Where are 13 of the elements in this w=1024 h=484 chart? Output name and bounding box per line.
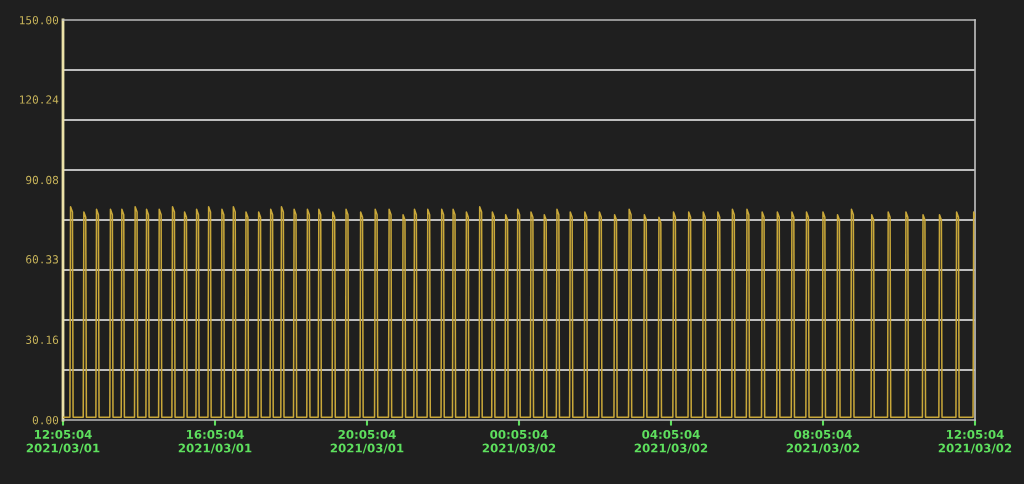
x-tick-label: 00:05:04 2021/03/02 xyxy=(482,429,556,454)
x-tick-label: 20:05:04 2021/03/01 xyxy=(330,429,404,454)
y-tick-label: 90.08 xyxy=(26,175,59,185)
x-tick-label: 12:05:04 2021/03/02 xyxy=(938,429,1012,454)
y-tick-label: 120.24 xyxy=(20,95,59,104)
y-tick-label: 150.00 xyxy=(20,16,59,25)
x-tick-label: 16:05:04 2021/03/01 xyxy=(178,429,252,454)
y-tick-label: 30.16 xyxy=(26,335,59,344)
y-tick-label: 0.00 xyxy=(32,416,59,425)
x-tick-label: 04:05:04 2021/03/02 xyxy=(634,429,708,454)
x-tick-label: 12:05:04 2021/03/01 xyxy=(26,429,100,454)
y-tick-label: 60.33 xyxy=(26,255,58,264)
x-tick-label: 08:05:04 2021/03/02 xyxy=(786,429,860,454)
